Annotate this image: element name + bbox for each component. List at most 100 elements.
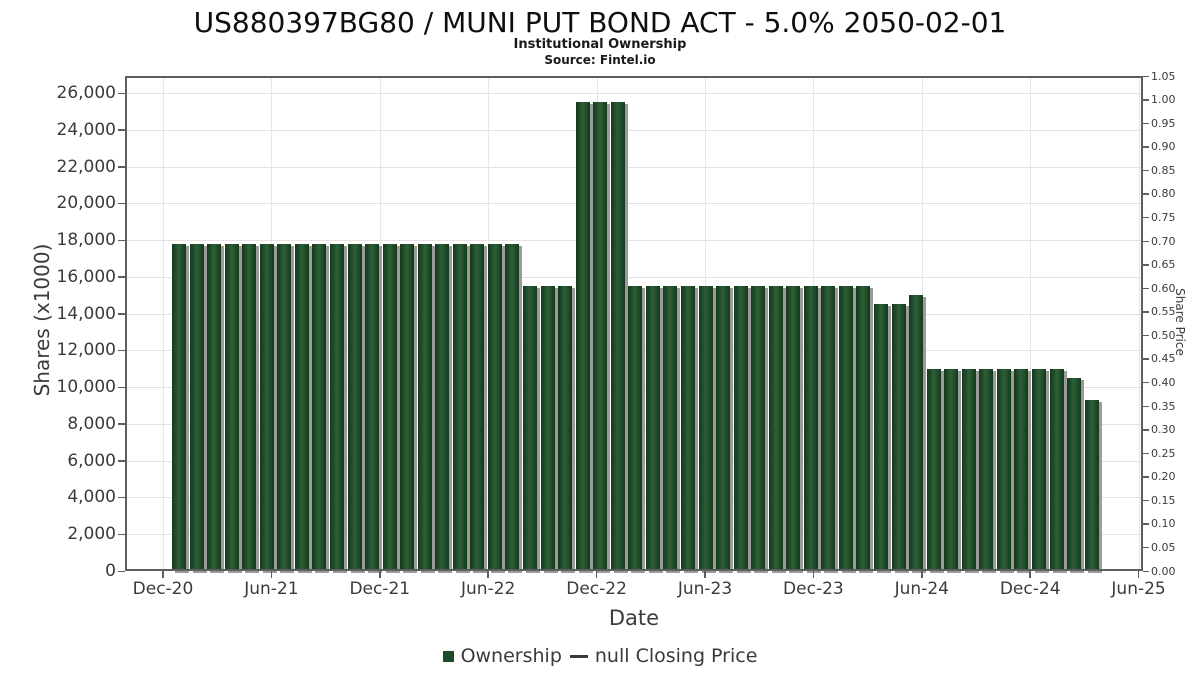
- ownership-bar[interactable]: [1049, 368, 1064, 571]
- ownership-swatch-icon: [442, 650, 454, 662]
- y-axis-tick-label-right: 0.60: [1151, 281, 1176, 295]
- y-axis-tick-label-right: 0.10: [1151, 517, 1176, 531]
- y-axis-tick-label-right: 0.55: [1151, 305, 1176, 319]
- ownership-bar[interactable]: [575, 102, 590, 571]
- y-axis-tick-mark-right: [1143, 193, 1149, 195]
- x-axis-tick-mark: [379, 571, 381, 578]
- ownership-bar[interactable]: [786, 286, 801, 571]
- ownership-bar[interactable]: [751, 286, 766, 571]
- ownership-bar[interactable]: [277, 243, 292, 571]
- ownership-bar[interactable]: [487, 243, 502, 571]
- y-axis-tick-label-left: 14,000: [56, 303, 116, 324]
- y-axis-tick-mark-right: [1143, 216, 1149, 219]
- ownership-bar[interactable]: [610, 102, 625, 571]
- ownership-bar[interactable]: [821, 286, 836, 571]
- ownership-bar[interactable]: [382, 243, 397, 571]
- ownership-bar[interactable]: [505, 243, 520, 571]
- ownership-bar[interactable]: [470, 243, 485, 571]
- ownership-bar[interactable]: [347, 243, 362, 571]
- ownership-bar[interactable]: [803, 286, 818, 571]
- gridline-h: [125, 129, 1143, 131]
- ownership-bar[interactable]: [926, 368, 941, 571]
- y-axis-tick-label-left: 18,000: [56, 230, 116, 251]
- ownership-bar[interactable]: [294, 243, 309, 571]
- ownership-bar[interactable]: [435, 243, 450, 571]
- gridline-h: [125, 240, 1143, 242]
- ownership-bar[interactable]: [996, 368, 1011, 571]
- y-axis-tick-mark-left: [118, 496, 125, 499]
- y-axis-tick-label-right: 0.65: [1151, 258, 1176, 272]
- ownership-bar[interactable]: [874, 304, 888, 571]
- ownership-bar[interactable]: [523, 286, 537, 571]
- ownership-bar[interactable]: [733, 286, 748, 571]
- ownership-bar[interactable]: [909, 295, 924, 571]
- legend-item-ownership[interactable]: Ownership: [442, 645, 562, 667]
- ownership-bar[interactable]: [1084, 400, 1099, 571]
- y-axis-tick-label-right: 0.75: [1151, 210, 1176, 224]
- x-axis-tick-mark: [704, 571, 706, 578]
- y-axis-tick-mark-right: [1143, 99, 1149, 101]
- x-axis-tick-label: Dec-22: [566, 579, 627, 599]
- ownership-bar[interactable]: [716, 286, 731, 571]
- gridline-v: [379, 76, 381, 571]
- ownership-bar[interactable]: [189, 243, 204, 571]
- ownership-bar[interactable]: [593, 102, 608, 571]
- ownership-bar[interactable]: [768, 286, 783, 571]
- y-axis-label-right: Share Price: [1173, 288, 1187, 356]
- ownership-bar[interactable]: [961, 368, 976, 571]
- x-axis-tick-mark: [162, 571, 164, 578]
- ownership-bar[interactable]: [242, 243, 257, 571]
- y-axis-tick-mark-right: [1143, 240, 1149, 242]
- y-axis-tick-mark-left: [118, 129, 125, 131]
- ownership-bar[interactable]: [172, 243, 186, 571]
- ownership-bar[interactable]: [329, 243, 344, 571]
- y-axis-tick-label-right: 0.20: [1151, 470, 1176, 484]
- x-axis-tick-label: Jun-23: [677, 579, 733, 599]
- legend-ownership-label: Ownership: [460, 645, 562, 667]
- ownership-bar[interactable]: [312, 243, 327, 571]
- y-axis-tick-mark-right: [1143, 523, 1149, 525]
- y-axis-tick-label-left: 6,000: [67, 450, 116, 471]
- y-axis-tick-mark-right: [1143, 75, 1149, 77]
- y-axis-tick-label-left: 12,000: [56, 340, 116, 361]
- x-axis-tick-mark: [1137, 571, 1140, 578]
- y-axis-tick-label-right: 0.30: [1151, 423, 1176, 437]
- ownership-bar[interactable]: [452, 243, 467, 571]
- ownership-bar[interactable]: [698, 286, 713, 571]
- y-axis-tick-label-right: 0.15: [1151, 493, 1176, 507]
- y-axis-tick-label-right: 0.05: [1151, 540, 1176, 554]
- y-axis-tick-mark-right: [1143, 405, 1149, 407]
- ownership-bar[interactable]: [944, 368, 959, 571]
- y-axis-tick-mark-right: [1143, 334, 1149, 337]
- x-axis-tick-label: Dec-20: [132, 579, 194, 599]
- ownership-bar[interactable]: [540, 286, 555, 571]
- ownership-bar[interactable]: [1067, 377, 1082, 571]
- ownership-bar[interactable]: [645, 286, 660, 571]
- y-axis-tick-mark-left: [118, 533, 125, 536]
- ownership-bar[interactable]: [1014, 368, 1029, 571]
- ownership-bar[interactable]: [838, 286, 853, 571]
- x-axis-tick-label: Jun-22: [461, 579, 516, 599]
- ownership-bar[interactable]: [224, 243, 239, 571]
- ownership-bar[interactable]: [558, 286, 573, 571]
- ownership-bar[interactable]: [628, 286, 643, 571]
- x-axis-tick-label: Jun-21: [244, 579, 299, 599]
- ownership-bar[interactable]: [259, 243, 274, 571]
- chart-source: Source: Fintel.io: [544, 53, 656, 67]
- y-axis-tick-label-right: 1.05: [1151, 69, 1176, 83]
- ownership-bar[interactable]: [365, 243, 380, 571]
- y-axis-tick-mark-right: [1143, 358, 1149, 360]
- ownership-bar[interactable]: [856, 286, 871, 571]
- ownership-bar[interactable]: [891, 304, 906, 571]
- ownership-bar[interactable]: [400, 243, 415, 571]
- ownership-bar[interactable]: [979, 368, 994, 571]
- x-axis-tick-mark: [270, 571, 273, 578]
- y-axis-tick-mark-left: [118, 313, 125, 315]
- x-axis-tick-label: Dec-23: [783, 579, 844, 599]
- ownership-bar[interactable]: [207, 243, 222, 571]
- ownership-bar[interactable]: [1031, 368, 1046, 571]
- legend-item-closing-price[interactable]: null Closing Price: [569, 645, 757, 667]
- ownership-bar[interactable]: [680, 286, 695, 571]
- ownership-bar[interactable]: [417, 243, 432, 571]
- ownership-bar[interactable]: [663, 286, 678, 571]
